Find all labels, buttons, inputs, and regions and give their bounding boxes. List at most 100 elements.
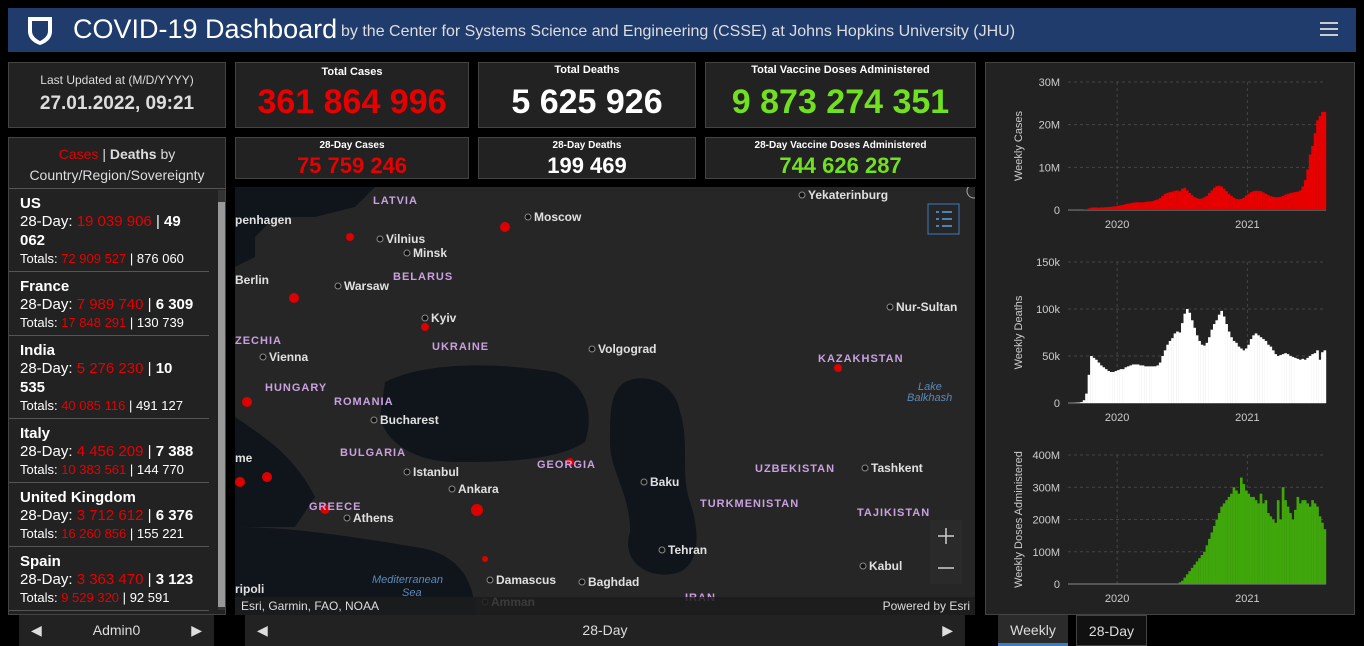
cases-toggle[interactable]: Cases [58, 146, 99, 162]
country-name: Spain [20, 553, 61, 570]
scrollbar[interactable] [218, 190, 225, 610]
map-label: Bucharest [380, 413, 439, 427]
bar [1200, 198, 1204, 210]
bar [1185, 574, 1189, 584]
period-deaths: 6 376 [155, 507, 194, 524]
bar [1321, 111, 1324, 210]
bar [1104, 369, 1108, 403]
bar [1097, 362, 1101, 403]
bar [1099, 207, 1103, 210]
bar [1198, 198, 1201, 210]
bar [1269, 516, 1273, 584]
period-label: 28-Day: [20, 213, 73, 230]
bar [1264, 340, 1268, 403]
y-axis-title: Weekly Doses Administered [1013, 451, 1025, 588]
zoom-in[interactable] [938, 528, 954, 544]
totals-line: Totals: 17 848 291 | 130 739 [20, 314, 199, 331]
powered-by: Powered by Esri [883, 599, 970, 613]
bar [1286, 506, 1290, 584]
bar [1212, 324, 1216, 403]
bar [1139, 365, 1142, 403]
stat-value: 199 469 [547, 153, 627, 178]
bar [1254, 333, 1258, 403]
legend-button[interactable] [927, 203, 960, 235]
map-label: HUNGARY [265, 382, 327, 394]
separator: | [129, 462, 134, 477]
left-pager[interactable]: ◀ Admin0 ▶ [19, 615, 214, 646]
y-tick-label: 150k [1036, 257, 1060, 269]
bar [1212, 187, 1216, 210]
period-deaths: 7 388 [155, 443, 194, 460]
bar [1080, 402, 1083, 403]
bar [1276, 356, 1280, 403]
bar [1262, 192, 1265, 210]
totals-label: Totals: [20, 251, 58, 266]
menu-icon[interactable] [1319, 20, 1339, 38]
bar [1097, 207, 1101, 210]
last-updated: Last Updated at (M/D/YYYY) 27.01.2022, 0… [8, 62, 226, 128]
bar [1254, 500, 1258, 584]
y-tick-label: 400M [1032, 450, 1060, 462]
map-label: Lake [918, 381, 942, 393]
expand-button[interactable] [966, 187, 975, 199]
bar [1222, 316, 1226, 403]
bar [1244, 348, 1248, 403]
period-line: 28-Day: 19 039 906 | 49 062 [20, 212, 199, 250]
city-dot [640, 478, 648, 486]
country-list: US 28-Day: 19 039 906 | 49 062 Totals: 72 … [9, 189, 225, 614]
bar [1301, 186, 1305, 210]
bar [1193, 197, 1196, 210]
map-label: ROMANIA [334, 396, 394, 408]
bar [1269, 196, 1273, 210]
scroll-thumb[interactable] [218, 202, 225, 607]
y-tick-label: 100k [1036, 304, 1060, 316]
map-pager[interactable]: ◀ 28-Day ▶ [245, 615, 965, 646]
bar [1267, 344, 1270, 403]
y-tick-label: 0 [1054, 205, 1060, 217]
map[interactable]: LATVIA Moscow Yekaterinburg penhagen Vilnius… [235, 187, 975, 615]
bar [1193, 564, 1196, 584]
stat-value: 5 625 926 [511, 83, 663, 121]
separator: | [129, 251, 134, 266]
separator: | [147, 507, 152, 524]
bar [1237, 199, 1241, 210]
totals-line: Totals: 72 909 527 | 876 060 [20, 250, 199, 267]
bar [1323, 350, 1327, 403]
city-dot [588, 345, 596, 353]
bar [1306, 169, 1309, 210]
bar [1318, 116, 1322, 210]
map-label: Minsk [413, 246, 447, 260]
x-tick-label: 2020 [1105, 593, 1129, 605]
deaths-toggle[interactable]: Deaths [109, 146, 157, 162]
bar [1262, 339, 1265, 403]
period-cases: 3 363 470 [76, 571, 144, 588]
bar [1247, 493, 1251, 584]
map-label: Vilnius [386, 232, 425, 246]
d28-tab[interactable]: 28-Day [1076, 615, 1147, 646]
country-row: Italy 28-Day: 4 456 209 | 7 388 Totals: 10… [9, 419, 209, 483]
bar [1161, 356, 1165, 403]
bar [1215, 186, 1219, 210]
bar [1276, 197, 1280, 210]
bar [1173, 333, 1177, 403]
bar [1210, 532, 1214, 584]
bar [1220, 186, 1223, 210]
bar [1158, 198, 1162, 210]
separator: | [128, 398, 133, 413]
map-label: Kabul [869, 559, 902, 573]
bar [1247, 344, 1251, 403]
country-row: India 28-Day: 5 276 230 | 10 535 Totals: 4… [9, 336, 209, 419]
stat-value: 361 864 996 [257, 83, 447, 121]
city-dot [343, 514, 351, 522]
bar [1195, 198, 1199, 210]
stat-label: Total Vaccine Doses Administered [751, 64, 930, 76]
bar [1264, 193, 1268, 210]
bar [1303, 180, 1307, 210]
total-cases: 40 085 116 [61, 398, 126, 413]
weekly-tab[interactable]: Weekly [998, 615, 1068, 646]
bar [1259, 191, 1263, 210]
bar [1257, 503, 1260, 584]
bar [1095, 359, 1098, 403]
map-label: Volgograd [598, 342, 656, 356]
totals-label: Totals: [20, 315, 58, 330]
